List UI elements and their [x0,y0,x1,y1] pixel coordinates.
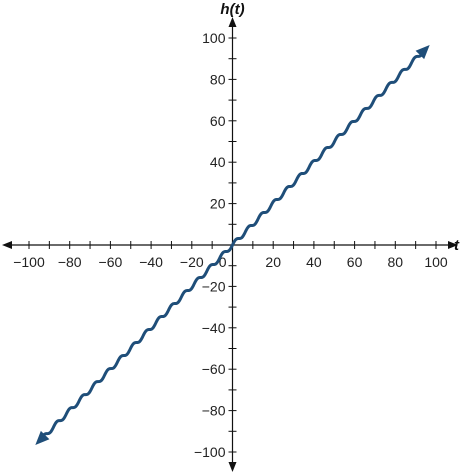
x-tick-label: 80 [388,254,404,270]
x-tick-label: 20 [265,254,281,270]
y-axis-title: h(t) [220,1,244,18]
curve-arrow-upper [415,44,430,60]
x-tick-label: −60 [99,254,123,270]
x-axis-arrow-right [448,241,458,249]
x-tick-label: −20 [180,254,204,270]
y-tick-label: 40 [210,154,226,170]
x-tick-label: 40 [306,254,322,270]
x-tick-labels: −100 −80 −60 −40 −20 0 20 40 60 80 100 [13,254,448,270]
y-tick-label: 100 [202,30,226,46]
y-tick-label: 20 [210,196,226,212]
x-tick-label: −100 [13,254,45,270]
y-tick-label: 60 [210,113,226,129]
x-tick-label: 0 [219,254,227,270]
curve-arrowheads [35,44,430,446]
curve-arrow-lower [35,430,50,446]
y-tick-labels: 100 80 60 40 20 −20 −40 −60 −80 −100 [194,30,226,460]
y-tick-label: −60 [202,361,226,377]
series-curve [39,49,426,441]
axis-arrowheads [2,17,458,472]
x-axis-title: t [454,237,460,254]
y-tick-label: 80 [210,71,226,87]
x-axis-arrow-left [2,241,12,249]
x-tick-label: 100 [424,254,448,270]
y-tick-label: −40 [202,320,226,336]
y-tick-label: −100 [194,444,226,460]
y-tick-label: −80 [202,403,226,419]
x-tick-label: −40 [139,254,163,270]
x-tick-label: 60 [347,254,363,270]
y-tick-label: −20 [202,278,226,294]
y-axis-arrow-up [228,17,237,27]
x-tick-label: −80 [58,254,82,270]
y-axis-arrow-down [228,462,237,472]
